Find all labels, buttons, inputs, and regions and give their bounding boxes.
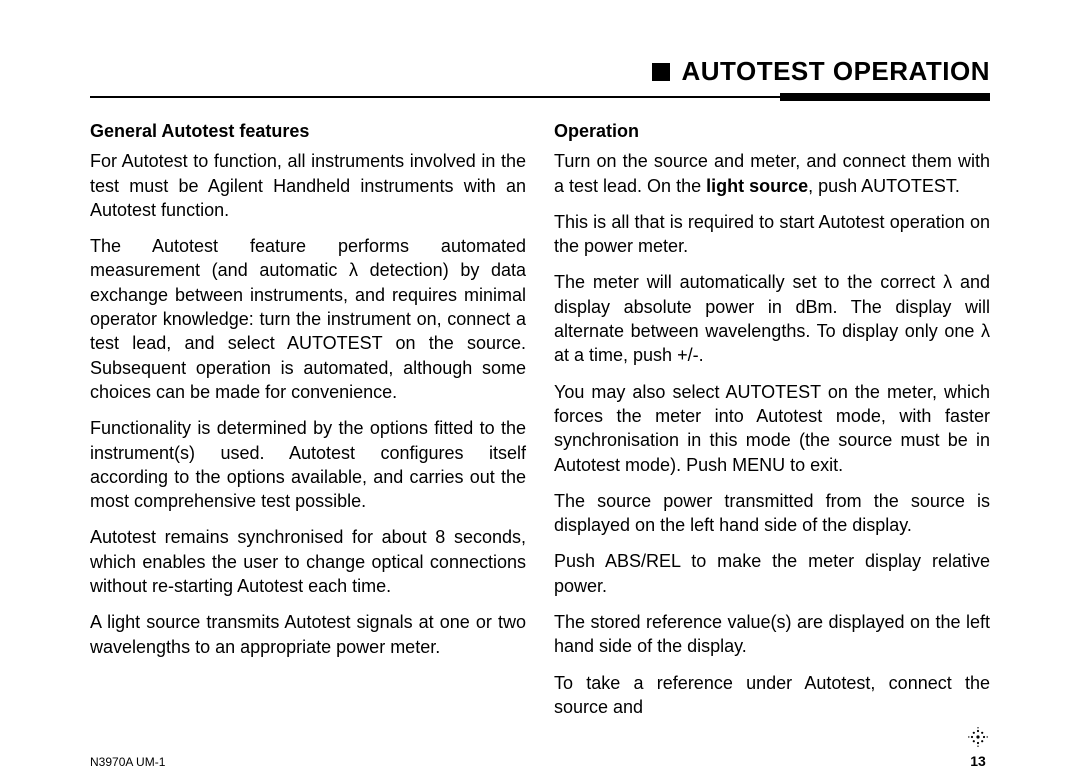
header-rule: [90, 93, 990, 101]
body-paragraph: Functionality is determined by the optio…: [90, 416, 526, 513]
page-title: AUTOTEST OPERATION: [682, 56, 991, 87]
body-paragraph: To take a reference under Autotest, conn…: [554, 671, 990, 720]
content-columns: General Autotest features For Autotest t…: [90, 119, 990, 719]
body-paragraph: The Autotest feature performs automated …: [90, 234, 526, 404]
document-id: N3970A UM-1: [90, 755, 165, 769]
bold-text: light source: [706, 176, 808, 196]
manual-page: AUTOTEST OPERATION General Autotest feat…: [0, 0, 1080, 709]
footer-right-block: 13: [966, 727, 990, 769]
body-paragraph: The stored reference value(s) are displa…: [554, 610, 990, 659]
right-column: Operation Turn on the source and meter, …: [554, 119, 990, 719]
body-paragraph: The source power transmitted from the so…: [554, 489, 990, 538]
title-bullet-icon: [652, 63, 670, 81]
body-paragraph: You may also select AUTOTEST on the mete…: [554, 380, 990, 477]
starburst-logo-icon: [966, 727, 990, 747]
body-paragraph: For Autotest to function, all instrument…: [90, 149, 526, 222]
body-paragraph: This is all that is required to start Au…: [554, 210, 990, 259]
page-number: 13: [970, 753, 986, 769]
text-fragment: , push AUTOTEST.: [808, 176, 960, 196]
left-heading: General Autotest features: [90, 119, 526, 143]
right-heading: Operation: [554, 119, 990, 143]
body-paragraph: Autotest remains synchronised for about …: [90, 525, 526, 598]
body-paragraph: The meter will automatically set to the …: [554, 270, 990, 367]
title-row: AUTOTEST OPERATION: [90, 56, 990, 87]
body-paragraph: Push ABS/REL to make the meter display r…: [554, 549, 990, 598]
rule-thick: [780, 93, 990, 101]
body-paragraph: A light source transmits Autotest signal…: [90, 610, 526, 659]
rule-thin: [90, 96, 780, 98]
left-column: General Autotest features For Autotest t…: [90, 119, 526, 719]
body-paragraph: Turn on the source and meter, and connec…: [554, 149, 990, 198]
page-footer: N3970A UM-1 13: [90, 729, 990, 769]
